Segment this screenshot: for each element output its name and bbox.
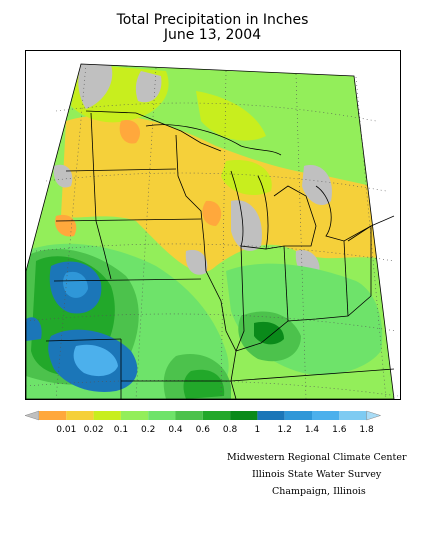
- legend-label: 0.1: [113, 425, 129, 435]
- legend-label: 0.02: [83, 425, 104, 435]
- legend-label: 1.8: [359, 425, 374, 435]
- precip-zone-lightblue-missouri: [73, 344, 118, 377]
- legend-swatch-1.6: [312, 411, 340, 420]
- legend-label: 1.4: [304, 425, 320, 435]
- legend-swatch-0.1: [93, 411, 121, 420]
- legend-colorbar: [25, 410, 382, 421]
- legend-above-range: [366, 410, 382, 421]
- legend-swatch-0.8: [202, 411, 231, 420]
- legend-label: 0.2: [141, 425, 156, 435]
- precip-zone-blue-sw: [26, 317, 42, 341]
- precip-zone-gray-lakemich: [231, 200, 262, 251]
- state-boundaries: [45, 110, 395, 399]
- legend-swatch-0.2: [120, 411, 149, 420]
- legend-swatch-1.8: [339, 411, 367, 420]
- precip-zone-orange-2: [202, 200, 222, 226]
- precipitation-map: [25, 50, 401, 400]
- legend-label: 1: [254, 425, 261, 435]
- legend-swatch-1.2: [257, 411, 285, 420]
- credit-location: Champaign, Illinois: [272, 486, 366, 497]
- legend-swatch-0.02: [66, 411, 94, 420]
- precip-zone-gray-nw: [78, 64, 113, 109]
- domain-outline: [26, 63, 395, 399]
- legend-label: 0.4: [168, 425, 183, 435]
- legend-swatch-0.4: [148, 411, 176, 420]
- legend-label: 0.6: [195, 425, 210, 435]
- map-canvas: [26, 63, 399, 399]
- map-date: June 13, 2004: [163, 27, 262, 43]
- precip-zone-orange-3: [55, 214, 77, 237]
- legend-swatch-1: [230, 411, 258, 420]
- legend-label: 1.2: [277, 425, 292, 435]
- legend-label: 1.6: [332, 425, 347, 435]
- precip-zone-gray-superior: [135, 71, 162, 103]
- legend-swatch-1.4: [284, 411, 312, 420]
- legend-label: 0.01: [56, 425, 77, 435]
- precip-zone-darkgreen-south: [183, 369, 225, 399]
- precip-field: [26, 64, 394, 399]
- credit-survey: Illinois State Water Survey: [252, 469, 382, 480]
- precip-zone-orange-1: [119, 120, 141, 144]
- precip-zone-gray-nw-ia: [53, 164, 73, 188]
- precip-zone-darkgreen-east: [254, 321, 284, 345]
- legend-swatch-0.01: [39, 411, 67, 420]
- precip-zone-lightblue-ne-kansas: [63, 271, 88, 298]
- legend-swatch-0.6: [175, 411, 203, 420]
- precip-zone-gray-il: [185, 249, 208, 275]
- map-title: Total Precipitation in Inches: [116, 12, 309, 28]
- precip-zone-uppermich-lime: [221, 160, 272, 196]
- legend-label: 0.8: [222, 425, 238, 435]
- precip-zone-north-yellow: [61, 115, 394, 272]
- precip-zone-ontario-lime: [196, 91, 266, 141]
- legend-below-range: [25, 410, 40, 421]
- credit-org: Midwestern Regional Climate Center: [227, 452, 407, 463]
